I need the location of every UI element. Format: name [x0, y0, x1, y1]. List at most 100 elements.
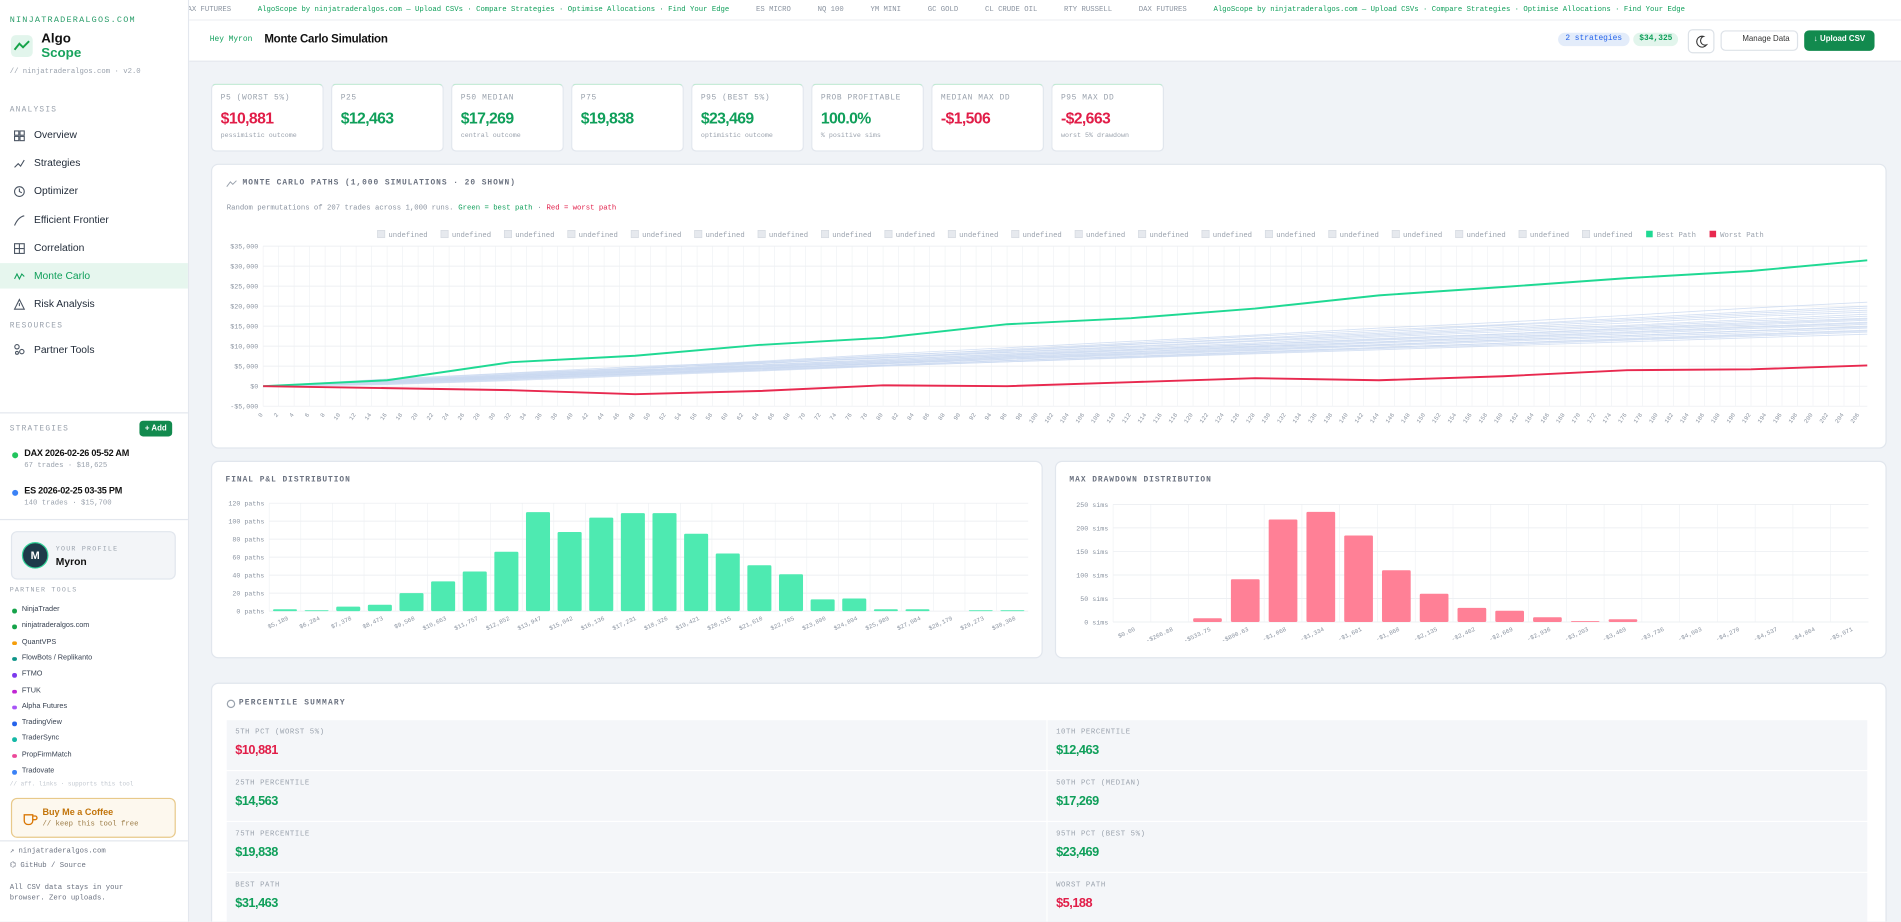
x-tick-label: 196 [1772, 412, 1784, 425]
strategy-name[interactable]: DAX 2026-02-26 05-52 AM [24, 447, 130, 459]
x-tick-label: -$3,203 [1564, 626, 1590, 643]
bar [873, 609, 898, 612]
logo-glyph [13, 40, 30, 51]
coffee-title[interactable]: Buy Me a Coffee [42, 806, 114, 818]
x-tick-label: 140 [1338, 412, 1350, 425]
partner-link[interactable]: FTUK [21, 686, 41, 695]
nav-item[interactable]: Correlation [33, 241, 85, 254]
x-tick-label: 6 [303, 412, 311, 419]
manage-button[interactable]: Manage Data [1720, 30, 1799, 51]
x-tick-label: 166 [1539, 412, 1551, 425]
ticker-item: YM MINI [870, 4, 902, 14]
path-line [263, 364, 1868, 396]
partner-dot [12, 640, 17, 646]
bar [304, 610, 329, 612]
x-tick-label: 22 [425, 412, 435, 422]
x-tick-label: -$1,868 [1375, 626, 1401, 643]
kpi-card [451, 83, 564, 152]
x-tick-label: 172 [1586, 412, 1598, 425]
legend-label: undefined [642, 232, 681, 240]
x-tick-label: 188 [1710, 412, 1722, 425]
summary-label: 10TH PERCENTILE [1056, 727, 1131, 736]
nav-item[interactable]: Risk Analysis [33, 297, 95, 310]
partner-link[interactable]: QuantVPS [21, 638, 57, 646]
x-tick-label: $22,705 [770, 615, 796, 632]
x-tick-label: $27,084 [896, 615, 922, 632]
y-tick-label: 150 sims [1076, 548, 1108, 556]
strategy-name[interactable]: ES 2026-02-25 03-35 PM [24, 485, 123, 496]
kpi-sub: % positive sims [820, 130, 881, 140]
kpi-value: $17,269 [460, 109, 514, 128]
partner-dot [12, 624, 17, 630]
x-tick-label: $5,189 [267, 615, 290, 631]
nav-item[interactable]: Strategies [33, 156, 81, 169]
bar [1419, 593, 1449, 623]
partner-link[interactable]: FTMO [21, 670, 43, 679]
x-tick-label: 64 [751, 412, 761, 422]
x-tick-label: $6,284 [298, 615, 321, 631]
nav-item[interactable]: Overview [33, 128, 77, 141]
coffee-card[interactable] [10, 797, 176, 838]
chart-title: FINAL P&L DISTRIBUTION [226, 475, 351, 484]
section-label: PARTNER TOOLS [9, 585, 78, 595]
partner-link[interactable]: PropFirmMatch [21, 751, 72, 759]
legend-swatch [757, 230, 766, 239]
summary-value: $14,563 [235, 794, 278, 809]
partner-link[interactable]: Alpha Futures [21, 703, 68, 711]
ticker-item: AlgoScope by ninjatraderalgos.com — Uplo… [257, 4, 730, 14]
x-tick-label: 74 [828, 412, 838, 422]
partner-link[interactable]: NinjaTrader [21, 606, 60, 614]
legend-label: undefined [1466, 232, 1505, 240]
kpi-card [1051, 83, 1164, 152]
y-tick-label: $0 [250, 383, 258, 391]
section-label: STRATEGIES [9, 424, 70, 433]
nav-item[interactable]: Efficient Frontier [33, 212, 109, 226]
profile-label: YOUR PROFILE [55, 544, 119, 553]
nav-item[interactable]: Monte Carlo [33, 269, 91, 282]
partner-link[interactable]: TradingView [21, 719, 62, 727]
x-tick-label: $16,136 [580, 615, 606, 632]
summary-cell [1047, 720, 1868, 770]
x-tick-label: -$3,469 [1601, 626, 1627, 643]
x-tick-label: 72 [813, 412, 823, 422]
x-tick-label: 190 [1725, 412, 1737, 425]
partner-link[interactable]: TraderSync [21, 735, 60, 743]
y-tick-label: 100 paths [228, 518, 264, 526]
ticker-item: DAX FUTURES [1138, 4, 1187, 14]
kpi-value: -$1,506 [940, 109, 991, 128]
bar [968, 610, 993, 612]
legend-swatch [1391, 230, 1400, 239]
bar [652, 513, 677, 612]
bar [1381, 570, 1411, 623]
footer-link[interactable]: ⌬ GitHub / Source [9, 860, 86, 870]
summary-label: 95TH PCT (BEST 5%) [1056, 829, 1146, 838]
legend-label: Worst Path [1720, 232, 1764, 240]
nav-item[interactable]: Optimizer [33, 184, 79, 197]
upload-button[interactable]: ↓ Upload CSV [1804, 30, 1875, 51]
add-button[interactable]: + Add [139, 420, 173, 437]
partner-link[interactable]: ninjatraderalgos.com [21, 622, 90, 630]
x-tick-label: 94 [983, 412, 993, 422]
kpi-card [931, 83, 1044, 152]
kpi-label: P95 (BEST 5%) [700, 93, 771, 102]
bar [494, 551, 519, 612]
x-tick-label: 184 [1679, 412, 1691, 425]
partner-link[interactable]: FlowBots / Replikanto [21, 654, 93, 662]
theme-button[interactable] [1687, 29, 1715, 54]
summary-cell [226, 771, 1047, 821]
footer-link[interactable]: ↗ ninjatraderalgos.com [9, 846, 106, 855]
partner-link[interactable]: Tradovate [21, 767, 55, 775]
y-tick-label: $25,000 [230, 283, 258, 291]
bar [525, 512, 551, 612]
nav-item[interactable]: Partner Tools [33, 343, 95, 356]
bar [810, 599, 835, 612]
x-tick-label: $15,042 [548, 615, 574, 632]
partner-dot [12, 657, 17, 662]
legend-swatch [884, 230, 893, 239]
x-tick-label: 148 [1400, 412, 1412, 425]
summary-value: $10,881 [235, 743, 278, 758]
x-tick-label: 60 [720, 412, 730, 422]
legend-label: undefined [1403, 232, 1442, 240]
x-tick-label: -$266.88 [1145, 626, 1175, 645]
